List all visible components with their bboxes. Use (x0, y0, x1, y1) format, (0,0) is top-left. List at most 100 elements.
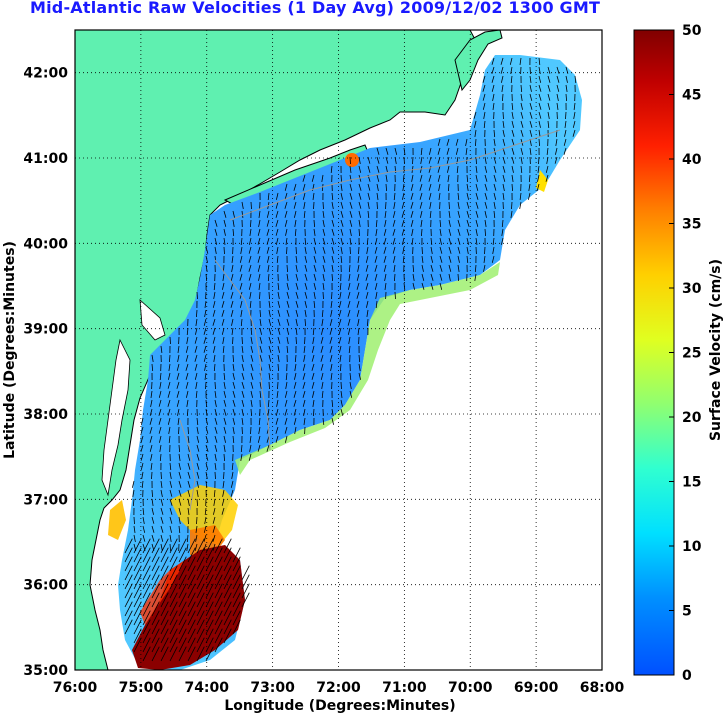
velocity-arrow (241, 408, 244, 416)
velocity-arrow (448, 228, 452, 236)
velocity-arrow (160, 534, 164, 542)
velocity-arrow (142, 525, 146, 533)
velocity-arrow (268, 363, 271, 371)
velocity-arrow (340, 183, 343, 191)
velocity-arrow (205, 628, 214, 644)
velocity-arrow (376, 183, 379, 191)
velocity-arrow (329, 327, 333, 335)
velocity-arrow (187, 619, 196, 635)
velocity-arrow (304, 309, 307, 317)
velocity-arrow (340, 399, 343, 407)
velocity-arrow (430, 282, 434, 290)
velocity-arrow (151, 601, 160, 617)
colorbar-label: Surface Velocity (cm/s) (708, 259, 724, 441)
velocity-arrow (275, 426, 279, 434)
velocity-arrow (142, 628, 151, 644)
velocity-arrow (258, 417, 261, 426)
velocity-arrow (339, 354, 342, 362)
velocity-arrow (204, 363, 207, 371)
velocity-arrow (348, 264, 351, 273)
velocity-arrow (160, 628, 169, 644)
velocity-arrow (384, 282, 387, 290)
velocity-arrow (187, 471, 191, 479)
velocity-arrow (519, 201, 522, 209)
velocity-arrow (482, 102, 486, 110)
velocity-arrow (501, 219, 504, 228)
velocity-arrow (267, 408, 270, 416)
velocity-arrow (286, 309, 290, 317)
velocity-arrow (133, 628, 142, 644)
velocity-arrow (169, 628, 178, 644)
velocity-arrow (187, 637, 196, 653)
velocity-arrow (230, 480, 234, 488)
velocity-arrow (538, 120, 541, 128)
velocity-arrow (169, 574, 178, 590)
velocity-arrow (187, 601, 196, 617)
velocity-arrow (176, 390, 180, 398)
velocity-arrow (358, 372, 361, 380)
velocity-arrow (178, 637, 187, 653)
velocity-arrow (502, 120, 505, 128)
velocity-arrow (186, 390, 189, 398)
velocity-arrow (509, 57, 513, 65)
velocity-arrow (357, 318, 360, 326)
velocity-arrow (304, 291, 308, 299)
velocity-arrow (205, 435, 209, 443)
velocity-arrow (124, 592, 133, 608)
velocity-arrow (484, 192, 488, 200)
velocity-arrow (484, 165, 488, 173)
velocity-arrow (384, 219, 387, 227)
velocity-arrow (331, 255, 334, 263)
velocity-arrow (484, 246, 486, 255)
velocity-arrow (438, 183, 441, 191)
velocity-arrow (293, 201, 297, 209)
velocity-arrow (493, 192, 497, 200)
velocity-arrow (331, 291, 333, 300)
velocity-arrow (492, 246, 495, 254)
velocity-arrow (574, 75, 577, 84)
velocity-arrow (358, 192, 362, 200)
velocity-arrow (196, 619, 205, 635)
velocity-arrow (169, 507, 173, 515)
velocity-arrow (366, 309, 369, 317)
velocity-arrow (196, 471, 200, 479)
velocity-arrow (383, 237, 387, 245)
velocity-arrow (493, 183, 497, 191)
velocity-arrow (474, 129, 477, 137)
velocity-arrow (340, 381, 342, 390)
velocity-arrow (203, 543, 207, 551)
velocity-arrow (268, 318, 272, 326)
warm-spot-south (108, 500, 126, 540)
velocity-arrow (330, 372, 333, 380)
velocity-arrow (493, 129, 496, 138)
velocity-arrow (221, 309, 225, 317)
velocity-arrow (358, 210, 361, 218)
velocity-arrow (376, 201, 378, 210)
velocity-arrow (394, 291, 396, 300)
velocity-arrow (232, 363, 235, 371)
velocity-arrow (178, 556, 187, 572)
velocity-arrow (484, 174, 488, 182)
velocity-arrow (547, 66, 551, 74)
velocity-arrow (196, 610, 205, 626)
velocity-arrow (133, 516, 135, 525)
velocity-arrow (402, 255, 405, 264)
velocity-arrow (205, 255, 208, 263)
velocity-arrow (275, 219, 279, 227)
velocity-arrow (276, 399, 279, 407)
velocity-arrow (250, 327, 253, 336)
velocity-arrow (151, 610, 160, 626)
velocity-arrow (204, 372, 207, 380)
velocity-arrow (158, 399, 162, 407)
velocity-arrow (385, 165, 388, 173)
velocity-arrow (232, 417, 236, 425)
velocity-arrow (169, 462, 172, 471)
velocity-arrow (375, 291, 378, 299)
velocity-arrow (203, 534, 207, 542)
velocity-arrow (169, 336, 171, 345)
velocity-arrow (340, 228, 344, 236)
velocity-arrow (133, 574, 142, 590)
velocity-arrow (169, 610, 178, 626)
velocity-arrow (493, 138, 496, 146)
velocity-arrow (223, 619, 232, 635)
